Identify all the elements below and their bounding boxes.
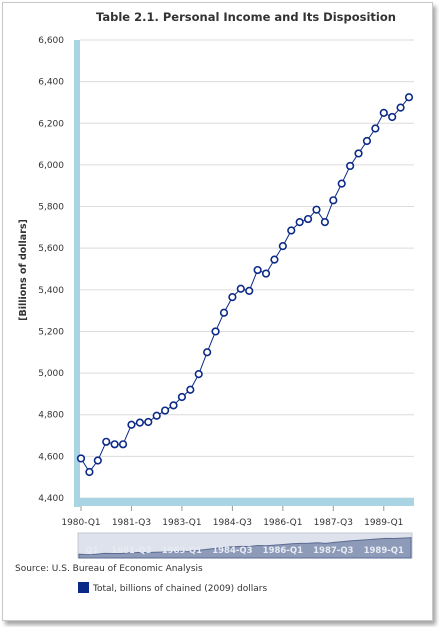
x-tick-labels: 1980-Q1 1981-Q3 1983-Q1 1984-Q3 1986-Q1 1987-… — [61, 506, 403, 528]
y-tick-label: 6,600 — [38, 36, 64, 46]
x-axis-accent-bar — [74, 498, 414, 506]
y-tick-label: 4,400 — [38, 494, 64, 504]
data-point[interactable] — [93, 456, 102, 465]
data-point[interactable] — [346, 161, 355, 171]
y-tick-label: 5,200 — [38, 327, 64, 337]
data-point[interactable] — [287, 226, 296, 235]
grid-lines — [80, 39, 414, 499]
x-tick-label: 1980-Q1 — [61, 518, 100, 528]
data-point[interactable] — [76, 454, 86, 463]
data-point[interactable] — [388, 112, 397, 122]
y-tick-label: 4,600 — [38, 452, 64, 462]
y-axis-label: [Billions of dollars] — [18, 219, 29, 321]
data-point[interactable] — [371, 124, 380, 133]
navigator-label: 1987-Q3 — [313, 546, 353, 556]
y-tick-label: 6,400 — [38, 78, 64, 88]
data-point[interactable] — [261, 269, 271, 278]
data-point[interactable] — [85, 467, 94, 477]
data-point[interactable] — [270, 255, 279, 264]
data-point[interactable] — [303, 214, 313, 224]
series-line — [80, 96, 410, 473]
data-point[interactable] — [144, 417, 153, 427]
y-tick-label: 5,000 — [38, 369, 64, 379]
navigator-labels: Q1 1981-Q3 1983-Q1 1984-Q3 1986-Q1 1987-Q3 198… — [85, 546, 404, 556]
navigator-label: 1986-Q1 — [263, 546, 303, 556]
data-point[interactable] — [354, 149, 363, 158]
navigator-label: Q1 — [85, 546, 98, 556]
data-point[interactable] — [245, 286, 254, 295]
y-tick-label: 5,800 — [38, 203, 64, 213]
data-point[interactable] — [312, 205, 321, 214]
data-point[interactable] — [118, 440, 128, 449]
range-navigator[interactable]: Q1 1981-Q3 1983-Q1 1984-Q3 1986-Q1 1987-Q3 198… — [77, 532, 413, 559]
data-point[interactable] — [152, 411, 161, 420]
data-point[interactable] — [404, 93, 414, 102]
data-point[interactable] — [362, 136, 372, 146]
legend-swatch — [78, 582, 89, 593]
x-tick-label: 1986-Q1 — [263, 518, 302, 528]
x-tick-label: 1981-Q3 — [112, 518, 151, 528]
chart-frame — [2, 2, 433, 621]
data-point[interactable] — [253, 265, 262, 275]
data-point[interactable] — [236, 284, 245, 293]
data-point[interactable] — [219, 308, 229, 317]
navigator-label: 1989-Q1 — [364, 546, 404, 556]
data-point[interactable] — [110, 440, 119, 449]
y-tick-labels: 4,400 4,600 4,800 5,000 5,200 5,400 5,600 5,800… — [38, 36, 64, 504]
data-point[interactable] — [203, 348, 212, 357]
data-point[interactable] — [228, 293, 237, 302]
data-point[interactable] — [379, 108, 388, 117]
legend-label: Total, billions of chained (2009) dollar… — [92, 584, 267, 594]
data-point[interactable] — [396, 103, 405, 112]
x-tick-label: 1983-Q1 — [162, 518, 201, 528]
data-point[interactable] — [161, 406, 170, 415]
y-axis-accent-bar — [74, 40, 80, 507]
data-point[interactable] — [102, 437, 111, 446]
y-tick-label: 6,200 — [38, 119, 64, 129]
data-point[interactable] — [194, 370, 203, 379]
source-note: Source: U.S. Bureau of Economic Analysis — [15, 564, 203, 574]
data-point[interactable] — [320, 218, 330, 227]
data-point[interactable] — [177, 392, 187, 402]
data-point[interactable] — [295, 218, 304, 227]
y-tick-label: 6,000 — [38, 161, 64, 171]
x-tick-label: 1987-Q3 — [314, 518, 353, 528]
navigator-label: 1983-Q1 — [162, 546, 202, 556]
data-point[interactable] — [211, 327, 220, 336]
data-point[interactable] — [278, 242, 287, 251]
data-point[interactable] — [337, 179, 346, 188]
legend[interactable]: Total, billions of chained (2009) dollar… — [78, 582, 267, 594]
y-tick-label: 5,600 — [38, 244, 64, 254]
data-point[interactable] — [169, 401, 178, 410]
data-point[interactable] — [127, 420, 136, 429]
navigator-area — [78, 537, 412, 559]
series-total — [76, 93, 414, 477]
chart-title: Table 2.1. Personal Income and Its Dispo… — [96, 10, 396, 24]
x-tick-label: 1984-Q3 — [213, 518, 252, 528]
y-tick-label: 5,400 — [38, 286, 64, 296]
data-point[interactable] — [329, 196, 338, 205]
x-tick-label: 1989-Q1 — [364, 518, 403, 528]
navigator-label: 1981-Q3 — [111, 546, 151, 556]
navigator-label: 1984-Q3 — [212, 546, 252, 556]
data-point[interactable] — [135, 418, 144, 427]
y-tick-label: 4,800 — [38, 411, 64, 421]
data-point[interactable] — [186, 385, 195, 394]
